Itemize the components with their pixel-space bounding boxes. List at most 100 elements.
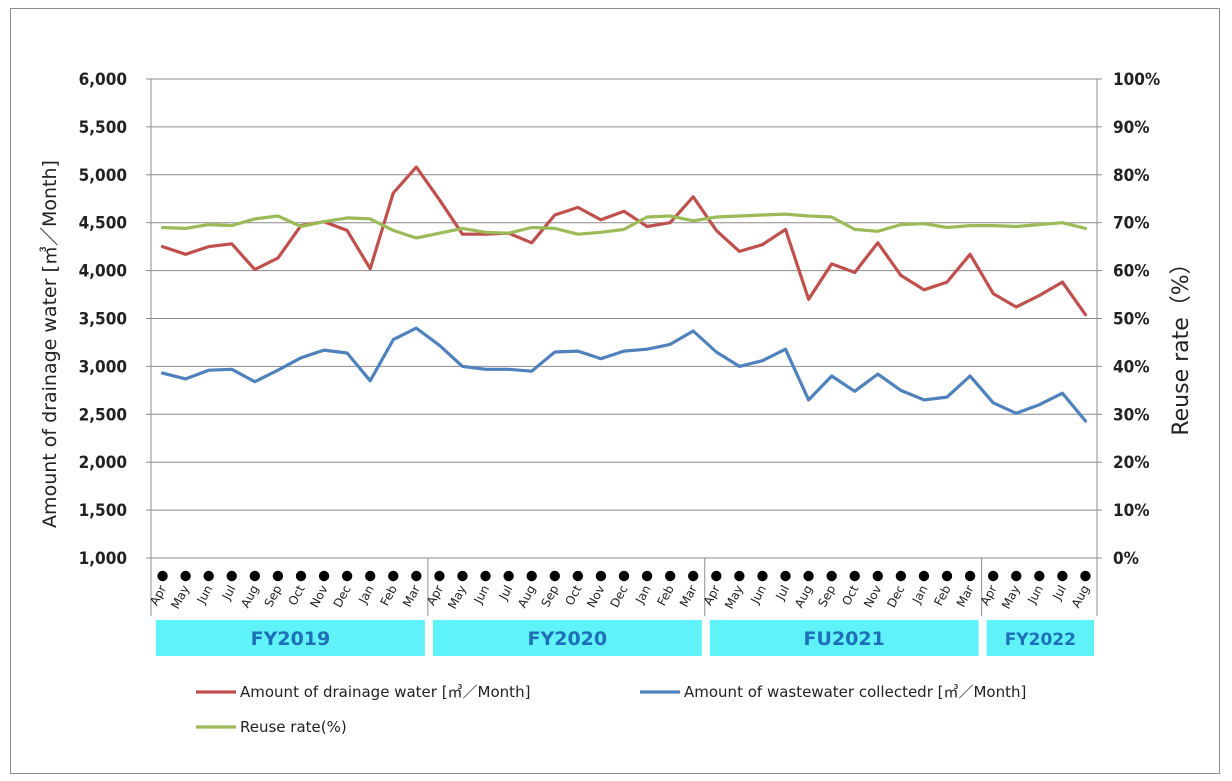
month-label: Mar [677, 583, 700, 610]
fiscal-year-bands: FY2019 FY2020 FU2021 FY2022 [156, 620, 1094, 656]
month-label: Dec [607, 583, 630, 610]
month-dot [180, 570, 191, 582]
month-label: Apr [424, 583, 446, 608]
left-tick-label: 4,000 [79, 262, 127, 282]
month-dot [572, 570, 584, 582]
month-label: Aug [238, 583, 261, 610]
month-label: Jun [471, 583, 493, 607]
month-label: Jun [1024, 583, 1046, 607]
fiscal-year-band [156, 620, 425, 656]
month-label: May [999, 583, 1023, 611]
month-dot [318, 570, 330, 582]
month-label: May [168, 583, 192, 611]
month-dot [872, 570, 884, 582]
month-dot [272, 570, 284, 582]
month-dot [480, 570, 491, 582]
month-label: Jun [747, 583, 769, 607]
month-dot [849, 570, 860, 582]
gridlines [146, 78, 1102, 559]
month-dot [341, 570, 353, 582]
month-label: Nov [307, 583, 330, 610]
right-tick-label: 40% [1113, 357, 1150, 377]
month-dot [895, 570, 907, 582]
month-dot [457, 570, 468, 582]
left-tick-label: 2,500 [79, 405, 127, 425]
fiscal-year-label: FY2022 [1005, 630, 1076, 650]
month-label: Oct [286, 583, 308, 608]
series-line-3 [160, 212, 1088, 240]
fiscal-year-label: FU2021 [804, 628, 885, 650]
right-tick-label: 50% [1113, 310, 1150, 330]
month-dot [388, 570, 399, 582]
month-label: Jul [496, 583, 516, 603]
month-dot [618, 570, 630, 582]
left-tick-label: 4,500 [79, 214, 127, 234]
month-dot [526, 570, 537, 582]
month-dot [711, 570, 722, 582]
right-tick-label: 30% [1113, 405, 1150, 425]
fiscal-year-band [709, 620, 979, 656]
month-dots [157, 570, 1091, 582]
fiscal-year-band [432, 620, 702, 656]
month-label: Jan [632, 583, 654, 607]
fiscal-year-label: FY2019 [251, 628, 331, 650]
series-line-1 [160, 165, 1088, 317]
right-tick-label: 20% [1113, 453, 1150, 473]
month-dot [1011, 570, 1022, 582]
month-label: Aug [1069, 583, 1092, 610]
month-dot [1034, 570, 1045, 582]
month-dot [364, 570, 376, 582]
month-dot [734, 570, 745, 582]
right-tick-label: 60% [1113, 262, 1150, 282]
legend-label: Amount of wastewater collectedr [㎥／Month… [684, 683, 1026, 701]
month-label: Aug [792, 583, 815, 610]
month-label: Feb [654, 583, 676, 608]
left-tick-label: 3,500 [79, 310, 127, 330]
left-tick-label: 2,000 [79, 453, 127, 473]
month-label: Dec [884, 583, 907, 610]
month-label: Sep [538, 583, 561, 610]
month-label: Feb [378, 583, 400, 608]
month-label: Oct [839, 583, 861, 608]
right-tick-label: 90% [1113, 118, 1150, 138]
left-tick-label: 3,000 [79, 357, 127, 377]
month-labels: Apr May Jun Jul Aug Sep Oct Nov Dec Jan Feb Mar Apr M… [147, 583, 1092, 612]
month-label: Jun [194, 583, 216, 607]
month-label: Sep [262, 583, 285, 610]
month-dot [226, 570, 237, 582]
month-label: Dec [331, 583, 354, 610]
left-tick-label: 1,000 [79, 549, 127, 569]
month-label: Mar [400, 583, 423, 610]
month-label: May [722, 583, 746, 611]
month-dot [434, 570, 445, 582]
month-label: Apr [701, 583, 723, 608]
right-tick-label: 70% [1113, 214, 1150, 234]
right-axis-label: Reuse rate（%） [1169, 252, 1194, 435]
right-tick-label: 0% [1113, 549, 1139, 569]
month-dot [826, 570, 837, 582]
month-dot [549, 570, 560, 582]
month-dot [987, 570, 999, 582]
left-tick-label: 5,500 [79, 118, 127, 138]
month-dot [780, 570, 791, 582]
month-dot [1057, 570, 1068, 582]
right-tick-label: 100% [1113, 70, 1160, 90]
month-dot [411, 570, 422, 582]
month-dot [803, 570, 814, 582]
left-tick-labels: 1,000 1,500 2,000 2,500 3,000 3,500 4,000 4,500… [79, 70, 127, 569]
month-label: Jul [1049, 583, 1069, 603]
month-dot [664, 570, 676, 582]
month-label: Feb [931, 583, 953, 608]
legend: Amount of drainage water [㎥／Month] Amount… [196, 683, 1026, 736]
month-label: Jul [773, 583, 793, 603]
legend-label: Reuse rate(%) [240, 718, 347, 736]
month-dot [595, 570, 607, 582]
month-label: Apr [978, 583, 1000, 608]
month-label: Sep [815, 583, 838, 610]
month-dot [964, 570, 976, 582]
series-line-2 [160, 326, 1088, 423]
axes [150, 79, 1098, 616]
month-label: Aug [515, 583, 538, 610]
fiscal-year-label: FY2020 [528, 628, 608, 650]
right-tick-label: 10% [1113, 501, 1150, 521]
